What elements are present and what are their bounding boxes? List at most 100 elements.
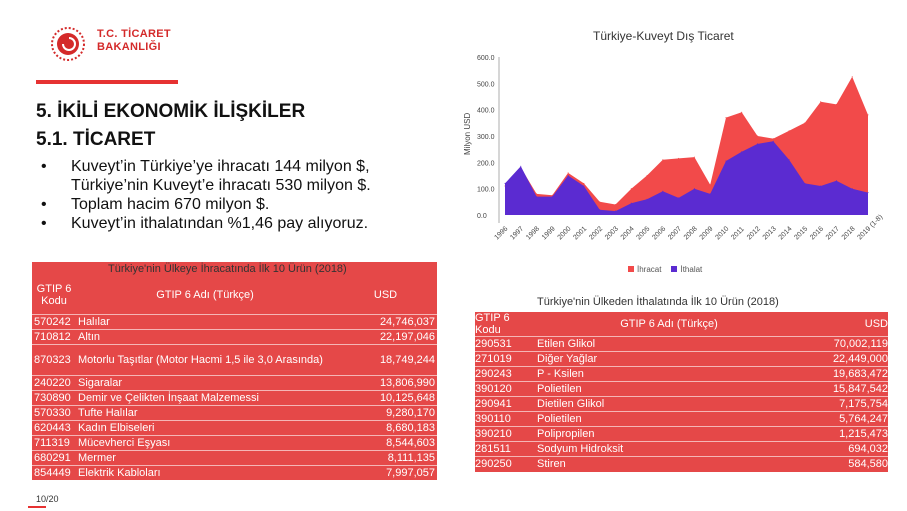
x-tick-label: 1999 bbox=[541, 225, 557, 241]
cell-name: Stiren bbox=[537, 456, 801, 472]
table-row: 390210 Polipropilen 1,215,473 bbox=[475, 426, 888, 442]
data-point-import bbox=[835, 180, 837, 182]
data-point-import bbox=[772, 140, 774, 142]
cell-name: Sodyum Hidroksit bbox=[537, 441, 801, 457]
cell-code: 290531 bbox=[475, 336, 537, 352]
data-point-import bbox=[646, 198, 648, 200]
series-area-import bbox=[505, 141, 868, 215]
cell-code: 390210 bbox=[475, 426, 537, 442]
y-tick-label: 400.0 bbox=[477, 108, 495, 115]
cell-usd: 10,125,648 bbox=[334, 389, 437, 405]
data-point-export bbox=[788, 130, 790, 132]
cell-code: 570242 bbox=[32, 313, 76, 329]
data-point-import bbox=[804, 182, 806, 184]
table-row: 290243 P - Ksilen 19,683,472 bbox=[475, 366, 888, 382]
cell-usd: 8,111,135 bbox=[334, 449, 437, 465]
cell-code: 680291 bbox=[32, 449, 76, 465]
table-row: 870323 Motorlu Taşıtlar (Motor Hacmi 1,5 … bbox=[32, 343, 437, 375]
table-row: 271019 Diğer Yağlar 22,449,000 bbox=[475, 351, 888, 367]
cell-usd: 5,764,247 bbox=[801, 411, 888, 427]
table-row: 281511 Sodyum Hidroksit 694,032 bbox=[475, 441, 888, 457]
data-point-import bbox=[567, 175, 569, 176]
data-point-import bbox=[709, 193, 711, 195]
x-tick-label: 2008 bbox=[683, 225, 699, 241]
cell-name: P - Ksilen bbox=[537, 366, 801, 382]
data-point-import bbox=[693, 188, 695, 190]
bullet-item: Kuveyt’in Türkiye’ye ihracatı 144 milyon… bbox=[36, 157, 436, 195]
cell-code: 711319 bbox=[32, 434, 76, 450]
left-table-caption-bar bbox=[32, 262, 437, 276]
x-tick-label: 1998 bbox=[525, 225, 541, 241]
cell-code: 390120 bbox=[475, 381, 537, 397]
x-tick-label: 2016 bbox=[809, 225, 825, 241]
export-table: GTIP 6 Kodu GTIP 6 Adı (Türkçe) USD 5702… bbox=[32, 276, 437, 480]
cell-usd: 694,032 bbox=[801, 441, 888, 457]
data-point-import bbox=[788, 159, 790, 161]
col-code: GTIP 6 Kodu bbox=[36, 282, 72, 307]
legend-import-label: İthalat bbox=[680, 265, 703, 274]
data-point-export bbox=[835, 103, 837, 105]
cell-code: 290250 bbox=[475, 456, 537, 472]
data-point-import bbox=[820, 185, 822, 187]
table-row: 854449 Elektrik Kabloları 7,997,057 bbox=[32, 464, 437, 480]
export-table-header: GTIP 6 Kodu GTIP 6 Adı (Türkçe) USD bbox=[32, 276, 437, 314]
x-tick-label: 2004 bbox=[620, 225, 636, 241]
cell-name: Demir ve Çelikten İnşaat Malzemessi bbox=[76, 389, 334, 405]
right-table-caption: Türkiye'nin Ülkeden İthalatında İlk 10 Ü… bbox=[537, 296, 779, 308]
table-row: 680291 Mermer 8,111,135 bbox=[32, 449, 437, 465]
left-table-caption: Türkiye'nin Ülkeye İhracatında İlk 10 Ür… bbox=[108, 263, 347, 275]
cell-code: 620443 bbox=[32, 419, 76, 435]
col-name: GTIP 6 Adı (Türkçe) bbox=[620, 318, 718, 330]
data-point-export bbox=[693, 156, 695, 158]
x-tick-label: 1997 bbox=[509, 225, 525, 241]
data-point-export bbox=[741, 111, 743, 113]
table-row: 290250 Stiren 584,580 bbox=[475, 456, 888, 472]
data-point-import bbox=[867, 192, 869, 194]
data-point-import bbox=[551, 196, 553, 198]
table-row: 290941 Dietilen Glikol 7,175,754 bbox=[475, 396, 888, 412]
cell-usd: 22,449,000 bbox=[801, 351, 888, 367]
x-tick-label: 2013 bbox=[762, 225, 778, 241]
data-point-export bbox=[599, 201, 601, 203]
data-point-export bbox=[536, 193, 538, 195]
cell-code: 281511 bbox=[475, 441, 537, 457]
cell-code: 710812 bbox=[32, 328, 76, 344]
x-tick-label: 2012 bbox=[746, 225, 762, 241]
cell-name: Altın bbox=[76, 328, 334, 344]
cell-name: Polietilen bbox=[537, 381, 801, 397]
data-point-export bbox=[772, 138, 774, 140]
ministry-name-line1: T.C. TİCARET bbox=[97, 28, 171, 40]
table-row: 240220 Sigaralar 13,806,990 bbox=[32, 374, 437, 390]
data-point-export bbox=[709, 184, 711, 186]
ministry-logo bbox=[42, 24, 192, 66]
cell-usd: 8,680,183 bbox=[334, 419, 437, 435]
x-tick-label: 2018 bbox=[841, 225, 857, 241]
data-point-export bbox=[662, 159, 664, 161]
bullet-list: Kuveyt’in Türkiye’ye ihracatı 144 milyon… bbox=[36, 157, 436, 233]
data-point-export bbox=[725, 117, 727, 119]
data-point-export bbox=[867, 114, 869, 116]
data-point-import bbox=[741, 151, 743, 153]
cell-name: Etilen Glikol bbox=[537, 336, 801, 352]
x-tick-label: 2015 bbox=[793, 225, 809, 241]
data-point-export bbox=[820, 101, 822, 103]
x-tick-label: 2005 bbox=[636, 225, 652, 241]
cell-usd: 13,806,990 bbox=[334, 374, 437, 390]
cell-code: 870323 bbox=[32, 343, 76, 375]
x-tick-label: 2002 bbox=[588, 225, 604, 241]
data-point-import bbox=[583, 185, 585, 187]
data-point-import bbox=[520, 165, 522, 167]
col-usd: USD bbox=[864, 318, 888, 330]
y-tick-label: 500.0 bbox=[477, 81, 495, 88]
y-tick-label: 600.0 bbox=[477, 55, 495, 62]
cell-usd: 18,749,244 bbox=[334, 343, 437, 375]
cell-usd: 19,683,472 bbox=[801, 366, 888, 382]
y-tick-label: 300.0 bbox=[477, 134, 495, 141]
cell-code: 570330 bbox=[32, 404, 76, 420]
data-point-export bbox=[630, 188, 632, 190]
legend-swatch-export bbox=[628, 266, 634, 272]
cell-usd: 1,215,473 bbox=[801, 426, 888, 442]
table-row: 570242 Halılar 24,746,037 bbox=[32, 313, 437, 329]
x-tick-label: 2009 bbox=[699, 225, 715, 241]
cell-usd: 15,847,542 bbox=[801, 381, 888, 397]
